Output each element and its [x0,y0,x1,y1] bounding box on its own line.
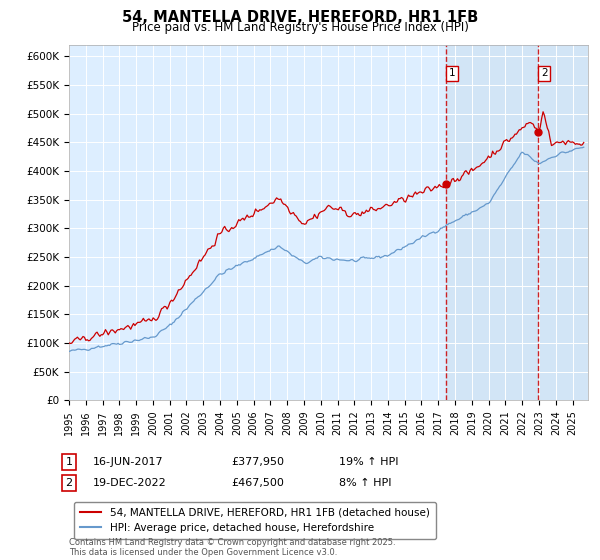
Text: 2: 2 [65,478,73,488]
Text: 8% ↑ HPI: 8% ↑ HPI [339,478,391,488]
Text: Contains HM Land Registry data © Crown copyright and database right 2025.
This d: Contains HM Land Registry data © Crown c… [69,538,395,557]
Text: 19-DEC-2022: 19-DEC-2022 [93,478,167,488]
Text: £467,500: £467,500 [231,478,284,488]
Text: 1: 1 [65,457,73,467]
Text: £377,950: £377,950 [231,457,284,467]
Bar [446,45,588,400]
Text: 2: 2 [541,68,547,78]
Text: 1: 1 [448,68,455,78]
Text: 54, MANTELLA DRIVE, HEREFORD, HR1 1FB: 54, MANTELLA DRIVE, HEREFORD, HR1 1FB [122,10,478,25]
Text: Price paid vs. HM Land Registry's House Price Index (HPI): Price paid vs. HM Land Registry's House … [131,21,469,34]
Legend: 54, MANTELLA DRIVE, HEREFORD, HR1 1FB (detached house), HPI: Average price, deta: 54, MANTELLA DRIVE, HEREFORD, HR1 1FB (d… [74,502,436,539]
Text: 19% ↑ HPI: 19% ↑ HPI [339,457,398,467]
Text: 16-JUN-2017: 16-JUN-2017 [93,457,164,467]
